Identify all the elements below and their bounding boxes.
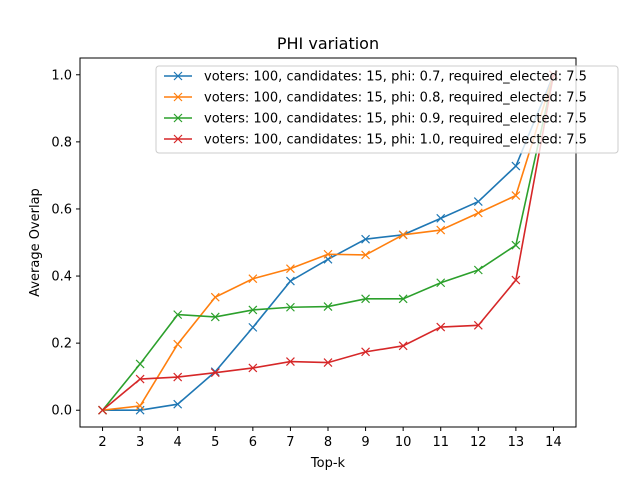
data-point xyxy=(436,278,446,288)
data-point xyxy=(361,234,371,244)
legend-label: voters: 100, candidates: 15, phi: 1.0, r… xyxy=(204,133,587,148)
x-tick-label: 4 xyxy=(174,435,182,450)
data-point xyxy=(436,225,446,235)
legend-marker xyxy=(173,71,183,81)
data-point xyxy=(473,197,483,206)
data-point xyxy=(173,310,183,320)
data-point xyxy=(135,359,145,369)
data-point xyxy=(210,367,220,377)
data-point xyxy=(473,208,483,218)
data-point xyxy=(173,399,183,409)
x-tick-label: 13 xyxy=(508,435,525,450)
legend-marker xyxy=(173,113,183,123)
y-axis: 0.0 0.2 0.4 0.6 0.8 1.0 xyxy=(51,68,80,419)
legend-item: voters: 100, candidates: 15, phi: 1.0, r… xyxy=(164,133,587,148)
data-point xyxy=(398,341,408,351)
plot-frame xyxy=(79,57,577,428)
x-tick-label: 2 xyxy=(98,435,106,450)
data-point xyxy=(173,339,183,349)
data-point xyxy=(173,372,183,382)
x-tick-label: 8 xyxy=(324,435,332,450)
y-tick-label: 0.2 xyxy=(51,337,72,352)
x-tick-label: 6 xyxy=(249,435,257,450)
data-point xyxy=(511,275,521,285)
data-point xyxy=(323,358,333,368)
data-point xyxy=(473,265,483,275)
y-tick-label: 0.0 xyxy=(51,404,72,419)
x-axis-title: Top-k xyxy=(310,456,346,471)
legend-item: voters: 100, candidates: 15, phi: 0.9, r… xyxy=(164,112,587,127)
x-tick-label: 9 xyxy=(361,435,369,450)
data-point xyxy=(248,322,258,332)
data-point xyxy=(473,320,483,330)
y-tick-label: 0.8 xyxy=(51,135,72,150)
data-point xyxy=(98,405,107,415)
legend-label: voters: 100, candidates: 15, phi: 0.9, r… xyxy=(204,112,587,127)
data-point xyxy=(210,368,220,378)
x-tick-label: 3 xyxy=(136,435,144,450)
data-point xyxy=(285,357,295,367)
data-point xyxy=(135,374,145,384)
x-tick-label: 11 xyxy=(432,435,449,450)
data-point xyxy=(210,312,220,322)
x-tick-label: 12 xyxy=(470,435,487,450)
y-tick-label: 1.0 xyxy=(51,68,72,83)
chart-title: PHI variation xyxy=(277,34,379,53)
y-tick-label: 0.6 xyxy=(51,202,72,217)
x-axis: 2 3 4 5 6 7 8 9 10 11 12 13 14 xyxy=(98,427,562,450)
legend-box xyxy=(155,65,619,154)
legend-item: voters: 100, candidates: 15, phi: 0.7, r… xyxy=(164,70,587,85)
data-point xyxy=(248,305,258,315)
data-point xyxy=(248,363,258,373)
data-point xyxy=(323,249,333,259)
data-point xyxy=(285,276,295,286)
data-point xyxy=(436,213,446,223)
data-point xyxy=(135,401,145,411)
legend-marker xyxy=(173,92,183,102)
y-axis-title: Average Overlap xyxy=(28,188,43,297)
data-point xyxy=(248,274,258,284)
legend-item: voters: 100, candidates: 15, phi: 0.8, r… xyxy=(164,91,587,106)
legend-label: voters: 100, candidates: 15, phi: 0.7, r… xyxy=(204,70,587,85)
y-tick-label: 0.4 xyxy=(51,270,72,285)
series-layer xyxy=(98,70,558,415)
data-point xyxy=(361,294,371,304)
data-point xyxy=(398,230,408,240)
data-point xyxy=(511,161,521,171)
legend-marker xyxy=(173,134,183,144)
x-tick-label: 14 xyxy=(545,435,562,450)
x-tick-label: 7 xyxy=(286,435,294,450)
legend: voters: 100, candidates: 15, phi: 0.7, r… xyxy=(155,65,619,154)
data-point xyxy=(436,322,446,332)
data-point xyxy=(135,405,145,415)
legend-label: voters: 100, candidates: 15, phi: 0.8, r… xyxy=(204,91,587,106)
data-point xyxy=(361,347,371,357)
data-point xyxy=(511,191,521,200)
x-tick-label: 10 xyxy=(395,435,412,450)
data-point xyxy=(361,250,371,260)
data-point xyxy=(511,240,521,250)
data-point xyxy=(323,302,333,311)
x-tick-label: 5 xyxy=(211,435,219,450)
data-point xyxy=(285,302,295,312)
data-point xyxy=(210,292,220,302)
data-point xyxy=(285,264,295,274)
data-point xyxy=(398,294,408,304)
